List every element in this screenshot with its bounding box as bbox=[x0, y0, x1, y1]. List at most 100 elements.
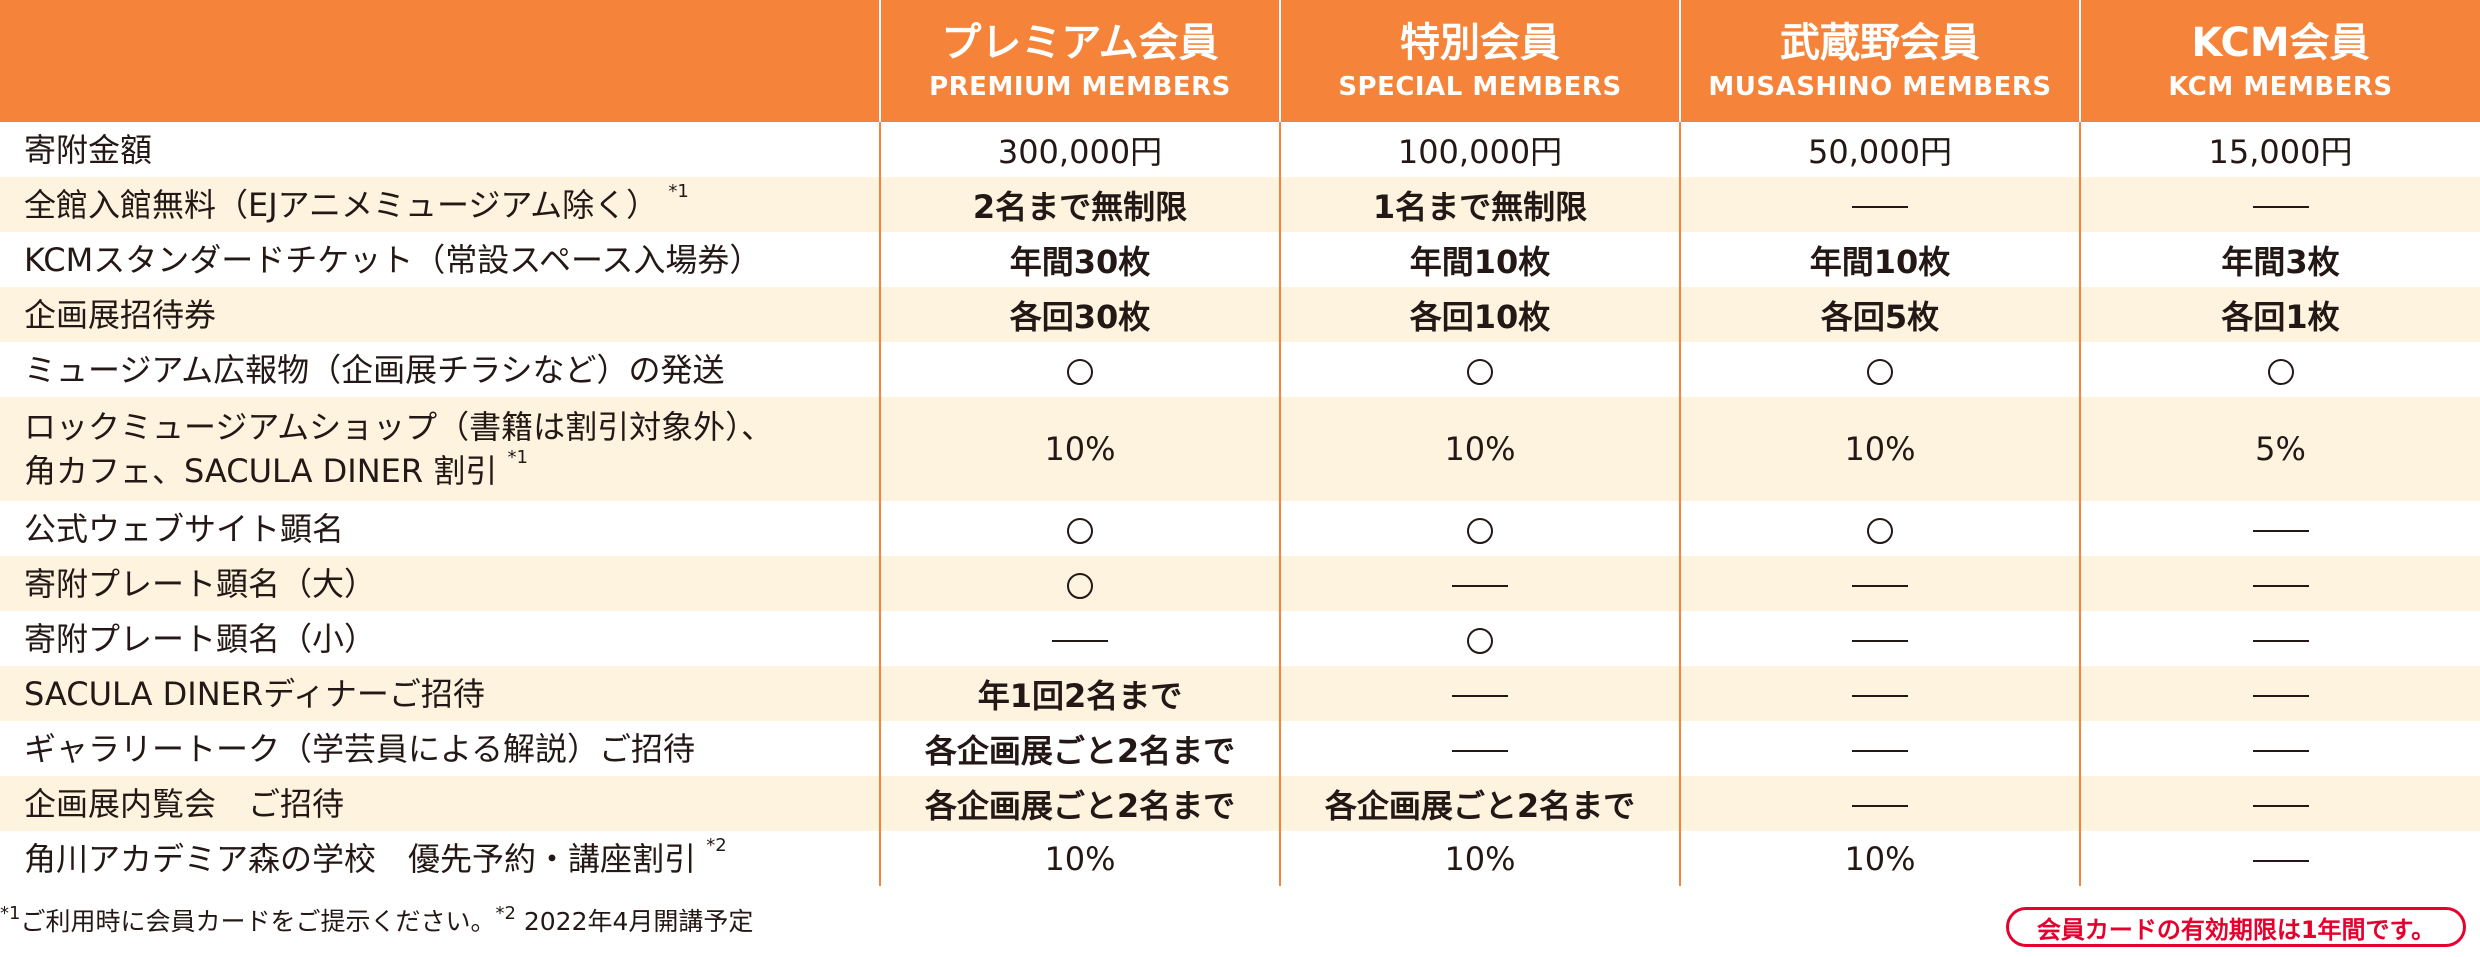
benefit-value: 年1回2名まで bbox=[977, 676, 1183, 715]
circle-mark-icon bbox=[1467, 517, 1493, 544]
benefit-value-cell: 10% bbox=[879, 831, 1280, 886]
benefit-value-cell bbox=[1279, 501, 1680, 556]
benefit-value: 各回1枚 bbox=[2221, 297, 2340, 336]
circle-mark-icon bbox=[1467, 627, 1493, 654]
table-row: 全館入館無料（EJアニメミュージアム除く） *1 2名まで無制限 1名まで無制限 bbox=[0, 177, 2480, 232]
benefit-value: 10% bbox=[1844, 839, 1916, 878]
header-title: 武蔵野会員 bbox=[1780, 20, 1980, 66]
benefit-label-text: KCMスタンダードチケット（常設スペース入場券） bbox=[24, 240, 762, 279]
benefit-value-cell: 10% bbox=[1679, 397, 2080, 501]
benefit-label-text: ロックミュージアムショップ（書籍は割引対象外）、 bbox=[24, 408, 774, 446]
benefit-value-cell bbox=[2079, 776, 2480, 831]
benefit-value-cell: 年間3枚 bbox=[2079, 232, 2480, 287]
benefit-value: 年間10枚 bbox=[1809, 242, 1951, 281]
benefit-label: 企画展内覧会 ご招待 bbox=[0, 776, 880, 831]
header-special: 特別会員 SPECIAL MEMBERS bbox=[1279, 0, 1680, 122]
benefit-value: 100,000円 bbox=[1397, 132, 1563, 171]
benefit-value-cell bbox=[879, 556, 1280, 611]
benefit-value-cell: 2名まで無制限 bbox=[879, 177, 1280, 232]
benefit-value: 300,000円 bbox=[997, 132, 1163, 171]
benefit-value-cell bbox=[2079, 611, 2480, 666]
dash-mark-icon bbox=[1852, 639, 1908, 642]
footnote-marker: *1 bbox=[668, 180, 689, 202]
benefit-value-cell: 300,000円 bbox=[879, 122, 1280, 177]
benefit-value-cell bbox=[1679, 556, 2080, 611]
benefit-value-cell: 各回1枚 bbox=[2079, 287, 2480, 342]
benefit-value-cell bbox=[879, 342, 1280, 397]
benefit-value: 各企画展ごと2名まで bbox=[924, 786, 1236, 825]
table-row: 寄附金額 300,000円 100,000円 50,000円 15,000円 bbox=[0, 122, 2480, 177]
benefit-value-cell: 各回30枚 bbox=[879, 287, 1280, 342]
benefit-label-text: ミュージアム広報物（企画展チラシなど）の発送 bbox=[24, 350, 725, 389]
benefit-label-text: 全館入館無料（EJアニメミュージアム除く） bbox=[24, 185, 659, 224]
benefit-value-cell: 10% bbox=[879, 397, 1280, 501]
benefit-value-cell bbox=[2079, 556, 2480, 611]
benefit-value-cell: 各企画展ごと2名まで bbox=[1279, 776, 1680, 831]
benefit-label: 企画展招待券 bbox=[0, 287, 880, 342]
benefit-value-cell bbox=[2079, 666, 2480, 721]
benefit-label: 公式ウェブサイト顕名 bbox=[0, 501, 880, 556]
table-row: ミュージアム広報物（企画展チラシなど）の発送 bbox=[0, 342, 2480, 397]
benefit-value-cell: 各回10枚 bbox=[1279, 287, 1680, 342]
benefit-value-cell: 100,000円 bbox=[1279, 122, 1680, 177]
header-title: KCM会員 bbox=[2191, 20, 2370, 66]
benefit-value-cell: 1名まで無制限 bbox=[1279, 177, 1680, 232]
benefit-label: SACULA DINERディナーご招待 bbox=[0, 666, 880, 721]
benefit-label-text: 公式ウェブサイト顕名 bbox=[24, 509, 345, 548]
benefit-value-cell: 年間30枚 bbox=[879, 232, 1280, 287]
benefit-value-cell bbox=[1679, 342, 2080, 397]
benefit-value: 年間3枚 bbox=[2221, 242, 2340, 281]
footnote-marker: *2 bbox=[495, 903, 516, 924]
dash-mark-icon bbox=[1852, 584, 1908, 587]
benefit-value: 5% bbox=[2255, 430, 2306, 468]
benefit-value: 年間10枚 bbox=[1409, 242, 1551, 281]
benefit-value-cell: 15,000円 bbox=[2079, 122, 2480, 177]
benefit-value: 各回5枚 bbox=[1820, 297, 1940, 336]
benefit-value-cell bbox=[1679, 666, 2080, 721]
benefit-label-text: 寄附プレート顕名（小） bbox=[24, 619, 377, 658]
dash-mark-icon bbox=[1852, 694, 1908, 697]
footnote-text: ご利用時に会員カードをご提示ください。 bbox=[20, 907, 496, 936]
benefit-value-cell bbox=[1279, 721, 1680, 776]
header-row: プレミアム会員 PREMIUM MEMBERS 特別会員 SPECIAL MEM… bbox=[0, 0, 2480, 122]
benefit-value-cell bbox=[2079, 177, 2480, 232]
circle-mark-icon bbox=[1067, 358, 1093, 385]
header-kcm: KCM会員 KCM MEMBERS bbox=[2079, 0, 2480, 122]
dash-mark-icon bbox=[2252, 584, 2309, 587]
membership-benefits-table: プレミアム会員 PREMIUM MEMBERS 特別会員 SPECIAL MEM… bbox=[0, 0, 2480, 886]
dash-mark-icon bbox=[1852, 749, 1908, 752]
circle-mark-icon bbox=[1867, 517, 1893, 544]
benefit-value-cell: 5% bbox=[2079, 397, 2480, 501]
header-subtitle: SPECIAL MEMBERS bbox=[1338, 72, 1622, 102]
benefit-label: 寄附プレート顕名（大） bbox=[0, 556, 880, 611]
benefit-label-text: ギャラリートーク（学芸員による解説）ご招待 bbox=[24, 729, 696, 768]
benefit-value-cell bbox=[1279, 666, 1680, 721]
benefit-value: 年間30枚 bbox=[1009, 242, 1151, 281]
benefit-value: 各企画展ごと2名まで bbox=[1324, 786, 1636, 825]
benefit-value: 1名まで無制限 bbox=[1372, 187, 1588, 226]
circle-mark-icon bbox=[1467, 358, 1493, 385]
table-row: KCMスタンダードチケット（常設スペース入場券） 年間30枚 年間10枚 年間10枚 年… bbox=[0, 232, 2480, 287]
header-title: プレミアム会員 bbox=[941, 20, 1219, 66]
table-row: 企画展招待券 各回30枚 各回10枚 各回5枚 各回1枚 bbox=[0, 287, 2480, 342]
benefit-label: 寄附プレート顕名（小） bbox=[0, 611, 880, 666]
header-subtitle: PREMIUM MEMBERS bbox=[929, 72, 1231, 102]
benefit-value-cell bbox=[2079, 501, 2480, 556]
benefit-value: 10% bbox=[1844, 430, 1916, 468]
table-row: 公式ウェブサイト顕名 bbox=[0, 501, 2480, 556]
header-subtitle: MUSASHINO MEMBERS bbox=[1708, 72, 2052, 102]
benefit-value: 各回30枚 bbox=[1009, 297, 1151, 336]
benefit-value-cell bbox=[2079, 831, 2480, 886]
benefit-value-cell: 各企画展ごと2名まで bbox=[879, 721, 1280, 776]
benefit-label: 寄附金額 bbox=[0, 122, 880, 177]
table-row: 企画展内覧会 ご招待 各企画展ごと2名まで 各企画展ごと2名まで bbox=[0, 776, 2480, 831]
header-premium: プレミアム会員 PREMIUM MEMBERS bbox=[879, 0, 1280, 122]
benefit-label-text-line2: 角カフェ、SACULA DINER 割引 bbox=[24, 452, 498, 490]
table-body: 寄附金額 300,000円 100,000円 50,000円 15,000円 全館入館無料… bbox=[0, 122, 2480, 886]
benefit-value: 各企画展ごと2名まで bbox=[924, 731, 1236, 770]
dash-mark-icon bbox=[2252, 859, 2309, 862]
dash-mark-icon bbox=[2252, 749, 2309, 752]
header-title: 特別会員 bbox=[1400, 20, 1560, 66]
dash-mark-icon bbox=[1852, 804, 1908, 807]
table-row: 寄附プレート顕名（大） bbox=[0, 556, 2480, 611]
